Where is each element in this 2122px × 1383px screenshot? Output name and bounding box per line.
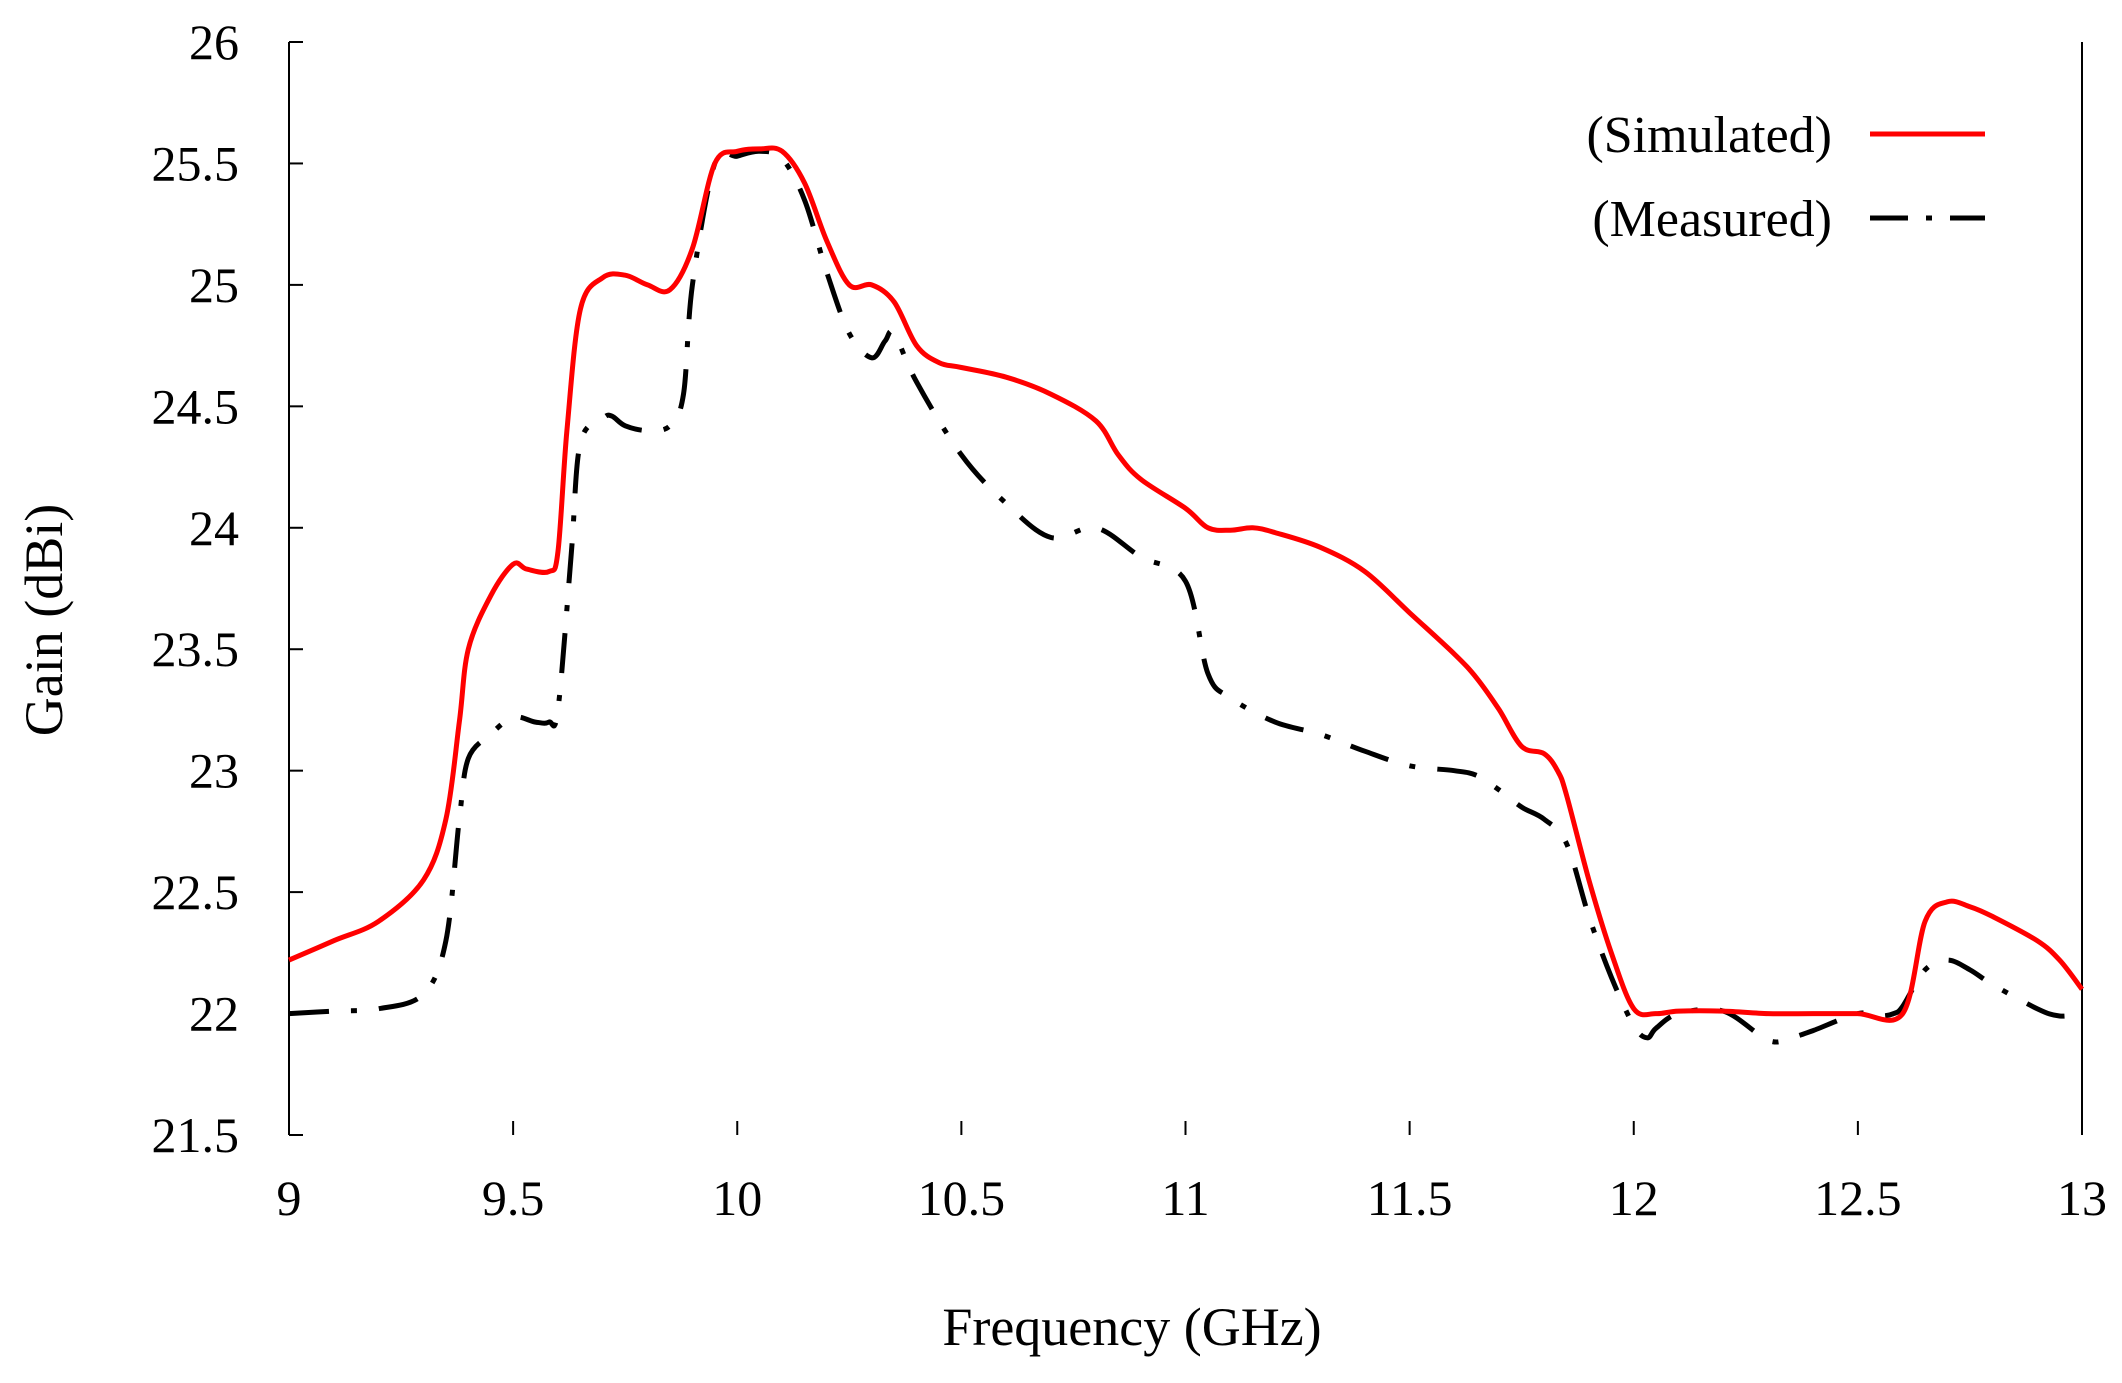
y-axis-title: Gain (dBi): [14, 504, 74, 736]
series-line-measured: [288, 148, 2083, 1045]
y-tick-label: 23.5: [152, 621, 240, 677]
x-ticks: 9 9.5 10 10.5 11 11.5 12 12.5 13: [277, 1121, 2107, 1226]
y-tick-label: 22: [189, 986, 239, 1042]
legend-label-measured: (Measured): [1592, 191, 1832, 248]
y-tick-label: 21.5: [152, 1107, 240, 1163]
series-line-simulated: [288, 145, 2085, 1023]
y-tick-label: 24: [189, 500, 239, 556]
x-tick-label: 10: [712, 1170, 762, 1226]
x-tick-label: 12: [1609, 1170, 1659, 1226]
x-tick-label: 12.5: [1814, 1170, 1902, 1226]
series-layer: [288, 145, 2085, 1045]
x-tick-label: 11: [1161, 1170, 1209, 1226]
y-tick-label: 23: [189, 743, 239, 799]
x-tick-label: 9: [277, 1170, 302, 1226]
y-tick-label: 25: [189, 257, 239, 313]
x-tick-label: 11.5: [1367, 1170, 1453, 1226]
legend-label-simulated: (Simulated): [1586, 107, 1832, 164]
x-tick-label: 9.5: [482, 1170, 545, 1226]
y-tick-label: 22.5: [152, 864, 240, 920]
y-tick-label: 24.5: [152, 378, 240, 434]
y-ticks: 21.5 22 22.5 23 23.5 24 24.5 25 25.5 26: [152, 14, 303, 1163]
y-tick-label: 26: [189, 14, 239, 70]
axes: [288, 42, 2083, 1135]
x-axis-title: Frequency (GHz): [942, 1297, 1321, 1357]
y-tick-label: 25.5: [152, 135, 240, 191]
legend: (Simulated) (Measured): [1586, 107, 1985, 248]
x-tick-label: 13: [2057, 1170, 2107, 1226]
x-tick-label: 10.5: [918, 1170, 1006, 1226]
